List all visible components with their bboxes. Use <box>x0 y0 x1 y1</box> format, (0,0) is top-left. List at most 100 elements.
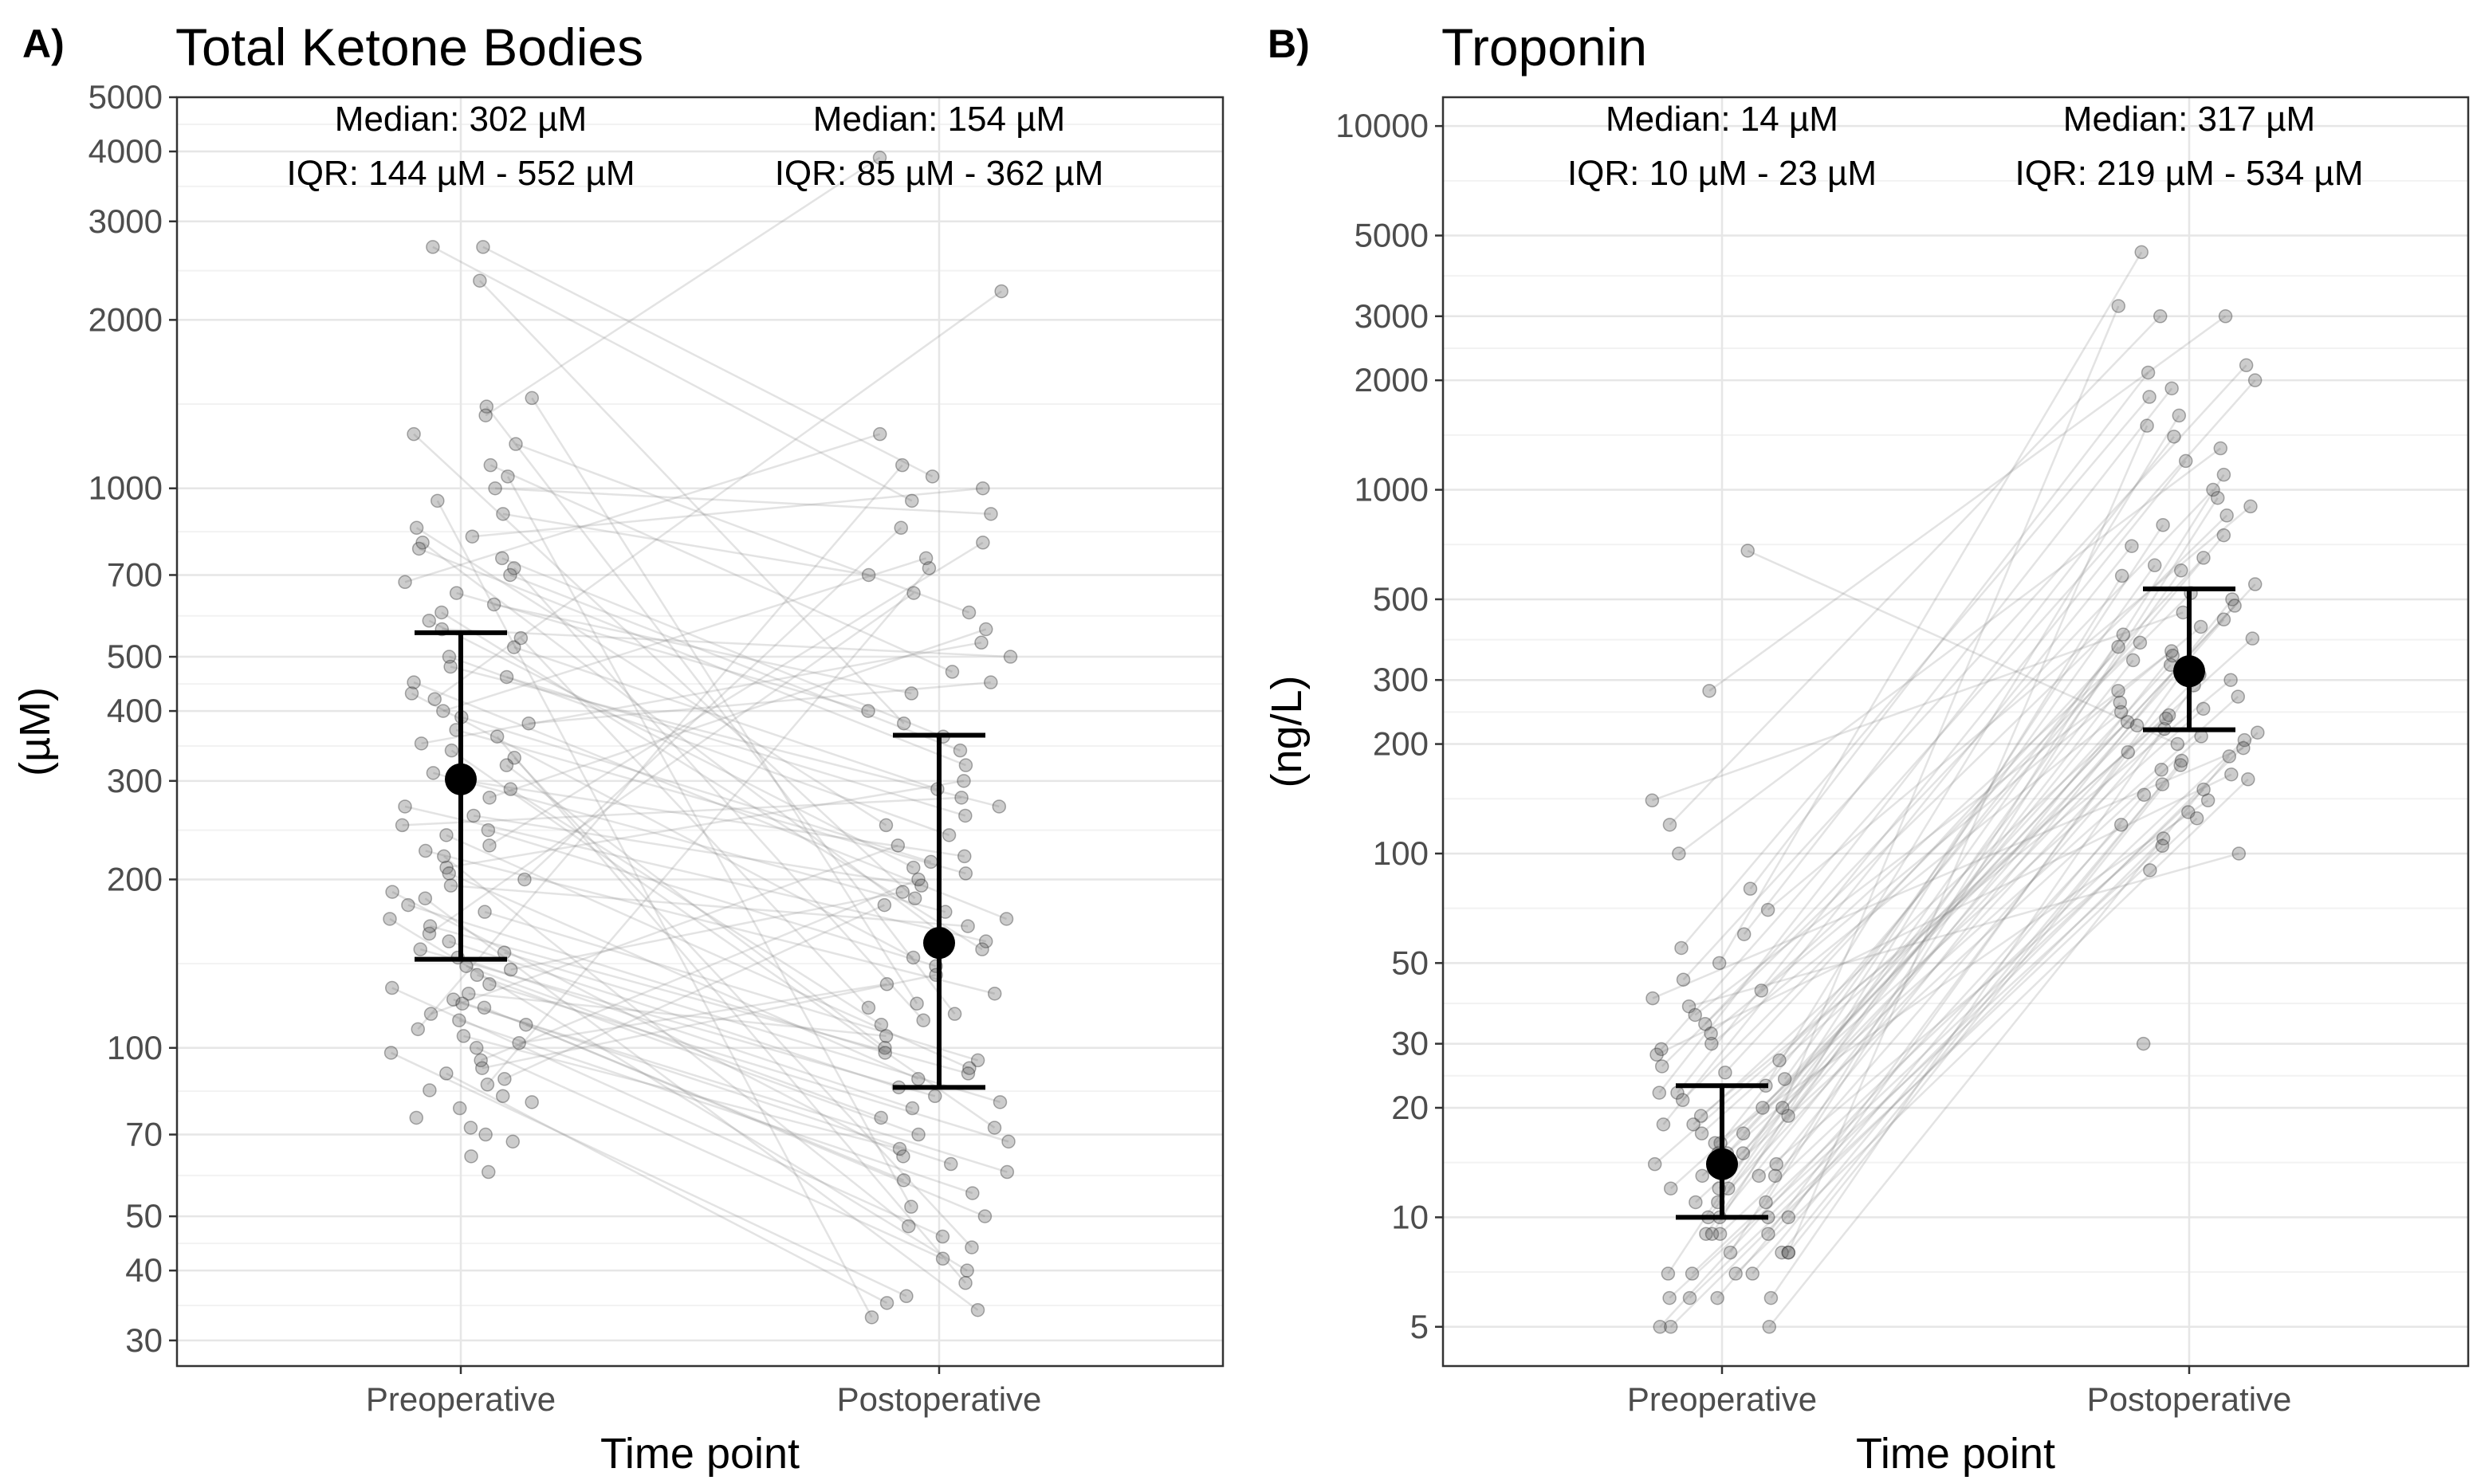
data-point <box>2116 627 2131 642</box>
data-point <box>439 828 454 842</box>
data-point <box>958 866 973 881</box>
y-tick-label: 400 <box>107 692 163 729</box>
paired-line <box>1767 505 2251 911</box>
data-point <box>984 507 998 521</box>
data-point <box>977 1209 993 1223</box>
data-point <box>2181 805 2196 819</box>
data-point <box>2245 631 2260 646</box>
data-point <box>483 457 498 473</box>
y-tick-label: 1000 <box>1354 471 1429 508</box>
data-point <box>2239 358 2254 373</box>
data-point <box>2114 568 2129 583</box>
data-point <box>910 996 924 1011</box>
paired-line <box>1681 592 2192 1101</box>
data-point <box>1649 1047 1664 1062</box>
data-point <box>1699 1227 1713 1241</box>
paired-line <box>525 1023 985 1218</box>
data-point <box>411 1022 426 1037</box>
data-point <box>2113 695 2128 710</box>
data-point <box>442 866 457 881</box>
plot-border <box>175 96 1225 1368</box>
paired-line <box>462 1002 1008 1173</box>
paired-line <box>1781 305 2120 1109</box>
data-point <box>1710 1290 1724 1305</box>
data-point <box>434 605 449 620</box>
data-point <box>1736 927 1752 941</box>
data-point <box>872 151 887 165</box>
y-tick-label: 10 <box>1391 1198 1429 1235</box>
data-point <box>398 575 412 590</box>
paired-line <box>476 974 919 1136</box>
data-point <box>861 567 876 583</box>
data-point <box>2140 418 2154 433</box>
data-point <box>464 1149 478 1164</box>
paired-line <box>1659 823 2122 1328</box>
paired-line <box>1767 751 2129 1235</box>
y-tick-label: 200 <box>107 860 163 897</box>
data-point <box>401 897 415 913</box>
data-point <box>878 1046 892 1060</box>
paired-line <box>413 681 1007 921</box>
data-point <box>1001 1134 1016 1149</box>
paired-line <box>486 567 930 1086</box>
y-tick-label: 70 <box>125 1116 163 1153</box>
data-point <box>1682 1290 1697 1305</box>
paired-line <box>496 736 966 1284</box>
data-point <box>418 843 433 858</box>
data-point <box>2237 732 2252 748</box>
paired-line <box>1716 717 2167 1203</box>
data-point <box>1704 1227 1720 1241</box>
paired-line <box>1678 447 2222 854</box>
data-point <box>925 469 940 484</box>
data-point <box>478 408 493 422</box>
data-point <box>461 986 476 1001</box>
data-point <box>383 912 397 926</box>
x-tick-label: Postoperative <box>2087 1380 2292 1418</box>
data-point <box>499 669 514 685</box>
data-point <box>911 872 926 887</box>
data-point <box>935 1251 950 1266</box>
panel-troponin: B) Troponin 5 10 20 30 50 100 200 300 500 1000 200… <box>1263 18 2470 1478</box>
data-point <box>904 1199 918 1214</box>
data-point <box>1728 1266 1743 1281</box>
paired-line <box>1730 673 2200 1165</box>
data-point <box>1654 1042 1669 1057</box>
data-point <box>1698 1017 1712 1031</box>
data-point <box>947 1007 962 1021</box>
data-point <box>993 1095 1008 1109</box>
data-point <box>2156 831 2171 846</box>
data-point <box>2155 838 2170 854</box>
data-point <box>861 704 875 718</box>
paired-line <box>1747 549 2178 745</box>
paired-line <box>391 1051 907 1298</box>
data-point <box>2170 736 2185 752</box>
data-point <box>2223 673 2238 687</box>
paired-line <box>428 592 914 935</box>
paired-line <box>1704 570 2182 1235</box>
paired-line <box>1767 732 2259 1219</box>
data-point <box>2155 777 2170 791</box>
paired-line <box>455 728 966 875</box>
paired-line <box>422 541 943 935</box>
paired-line <box>1774 728 2165 1177</box>
data-point <box>896 1173 911 1188</box>
paired-line <box>450 884 969 928</box>
paired-line <box>391 890 904 1157</box>
data-point <box>975 942 989 956</box>
paired-line <box>456 591 869 713</box>
data-point <box>2111 684 2125 698</box>
median-annotations: Median: 14 µM IQR: 10 µM - 23 µM Median: 3… <box>1567 100 2364 193</box>
paired-line <box>1669 315 2161 826</box>
data-point <box>1645 991 1660 1006</box>
paired-line <box>513 756 973 1248</box>
paired-line <box>1718 701 2121 1190</box>
paired-line <box>1724 557 2204 1074</box>
paired-line <box>1729 473 2225 1254</box>
data-point <box>443 659 458 674</box>
data-point <box>422 614 437 628</box>
paired-line <box>1652 747 2244 999</box>
data-point <box>1674 940 1689 956</box>
data-point <box>474 1053 488 1068</box>
data-point <box>1693 1109 1708 1123</box>
data-point <box>897 716 911 731</box>
